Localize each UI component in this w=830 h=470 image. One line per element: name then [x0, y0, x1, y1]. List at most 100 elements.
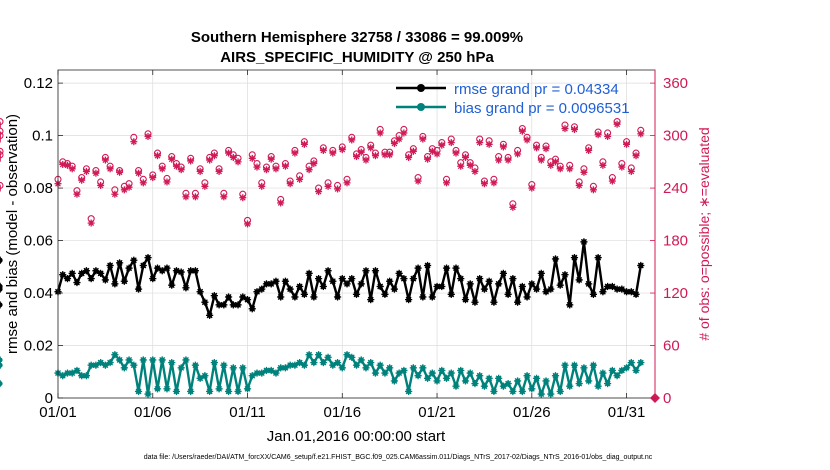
- obs-evaluated-point: [424, 155, 432, 163]
- bias-point-star: [243, 385, 252, 393]
- obs-evaluated-point: [158, 165, 166, 173]
- obs-evaluated-point: [599, 161, 607, 169]
- bias-point-star: [348, 353, 356, 361]
- obs-evaluated-point: [632, 152, 640, 160]
- rmse-point-star: [134, 285, 143, 293]
- obs-evaluated-point: [528, 184, 536, 192]
- obs-evaluated-point: [376, 129, 384, 137]
- obs-evaluated-point: [135, 169, 143, 177]
- rmse-point-star: [352, 290, 361, 298]
- bias-point-star: [120, 364, 128, 372]
- y-tick-label-right: 0: [663, 390, 671, 407]
- rmse-point-star: [428, 293, 436, 301]
- obs-evaluated-point: [627, 167, 635, 175]
- obs-evaluated-point: [637, 130, 645, 138]
- bias-point-star: [314, 351, 323, 359]
- rmse-point-star: [333, 293, 342, 301]
- rmse-point-star: [120, 277, 128, 285]
- bias-point-star: [504, 379, 512, 388]
- bias-point-star: [461, 377, 470, 385]
- y-axis-label-left: rmse and bias (model - observation): [4, 114, 21, 354]
- bias-point-star: [390, 377, 399, 385]
- rmse-point-star: [599, 288, 607, 296]
- x-axis-label: Jan.01,2016 00:00:00 start: [267, 428, 446, 445]
- obs-evaluated-point: [305, 166, 313, 174]
- rmse-point-star: [296, 282, 304, 291]
- bias-point-star: [561, 361, 569, 369]
- rmse-point-star: [485, 277, 493, 285]
- bias-point-star: [106, 358, 114, 367]
- obs-evaluated-point: [116, 168, 124, 176]
- y-tick-label-right: 120: [663, 285, 688, 302]
- rmse-point-star: [206, 311, 214, 319]
- bias-point-star: [485, 374, 493, 382]
- rmse-point-star: [395, 269, 403, 277]
- rmse-point-star: [243, 296, 252, 304]
- y-tick-label-right: 180: [663, 233, 688, 250]
- obs-evaluated-point: [395, 135, 403, 143]
- bias-point-star: [111, 351, 119, 359]
- bias-point-star: [97, 358, 105, 367]
- obs-evaluated-point: [59, 160, 67, 168]
- rmse-point-star: [305, 269, 313, 277]
- obs-evaluated-point: [234, 158, 242, 166]
- bias-point-star: [495, 374, 503, 382]
- rmse-point-star: [528, 280, 536, 288]
- bias-point-star: [547, 390, 555, 398]
- obs-evaluated-point: [381, 151, 389, 159]
- rmse-point-star: [376, 282, 384, 291]
- bias-point-star: [191, 361, 200, 369]
- obs-possible-point: [0, 151, 4, 159]
- plot-background: [58, 70, 655, 398]
- obs-evaluated-point: [343, 179, 351, 187]
- bias-point-star: [144, 390, 152, 398]
- bias-point-star: [172, 387, 181, 396]
- rmse-point-star: [400, 275, 408, 283]
- rmse-point-star: [419, 293, 427, 301]
- legend-bias-marker: [417, 103, 425, 111]
- bias-point-star: [409, 364, 417, 372]
- bias-point-star: [125, 356, 133, 364]
- x-tick-label: 01/26: [513, 404, 551, 421]
- obs-evaluated-point: [542, 145, 550, 153]
- bias-point-star: [476, 372, 484, 380]
- bias-point-star: [608, 366, 616, 375]
- bias-point-star: [414, 372, 422, 380]
- rmse-point-star: [73, 278, 81, 287]
- bias-point-star: [604, 379, 612, 388]
- rmse-point-star: [499, 269, 507, 277]
- obs-evaluated-point: [533, 144, 541, 152]
- obs-evaluated-point: [433, 150, 441, 158]
- x-tick-label: 01/21: [418, 404, 456, 421]
- obs-evaluated-point: [476, 139, 484, 147]
- obs-evaluated-point: [87, 219, 95, 227]
- bias-point-star: [589, 361, 598, 369]
- rmse-point-star: [570, 254, 579, 262]
- bias-point-star: [386, 364, 394, 372]
- rmse-point-star: [513, 298, 522, 306]
- rmse-point-star: [405, 296, 413, 304]
- rmse-point-star: [447, 290, 455, 298]
- rmse-point-star: [523, 293, 531, 301]
- bias-point-star: [115, 356, 124, 364]
- obs-evaluated-point: [353, 153, 360, 161]
- bias-point-star: [215, 385, 223, 393]
- obs-possible-point: [0, 127, 4, 135]
- bias-point-star: [319, 358, 327, 367]
- bias-point-star: [182, 356, 190, 364]
- rmse-point-star: [457, 275, 465, 283]
- obs-evaluated-point: [552, 158, 559, 166]
- obs-evaluated-point: [547, 161, 555, 169]
- bias-point-star: [618, 366, 626, 375]
- rmse-point-star: [277, 293, 285, 301]
- obs-evaluated-point: [428, 147, 436, 155]
- obs-evaluated-point: [319, 146, 327, 154]
- bias-point-star: [333, 358, 342, 367]
- obs-evaluated-point: [461, 153, 469, 161]
- obs-evaluated-point: [561, 125, 569, 133]
- bias-point-star: [551, 372, 560, 380]
- rmse-point-star: [452, 264, 460, 272]
- rmse-point-star: [423, 261, 432, 270]
- obs-evaluated-point: [575, 181, 583, 189]
